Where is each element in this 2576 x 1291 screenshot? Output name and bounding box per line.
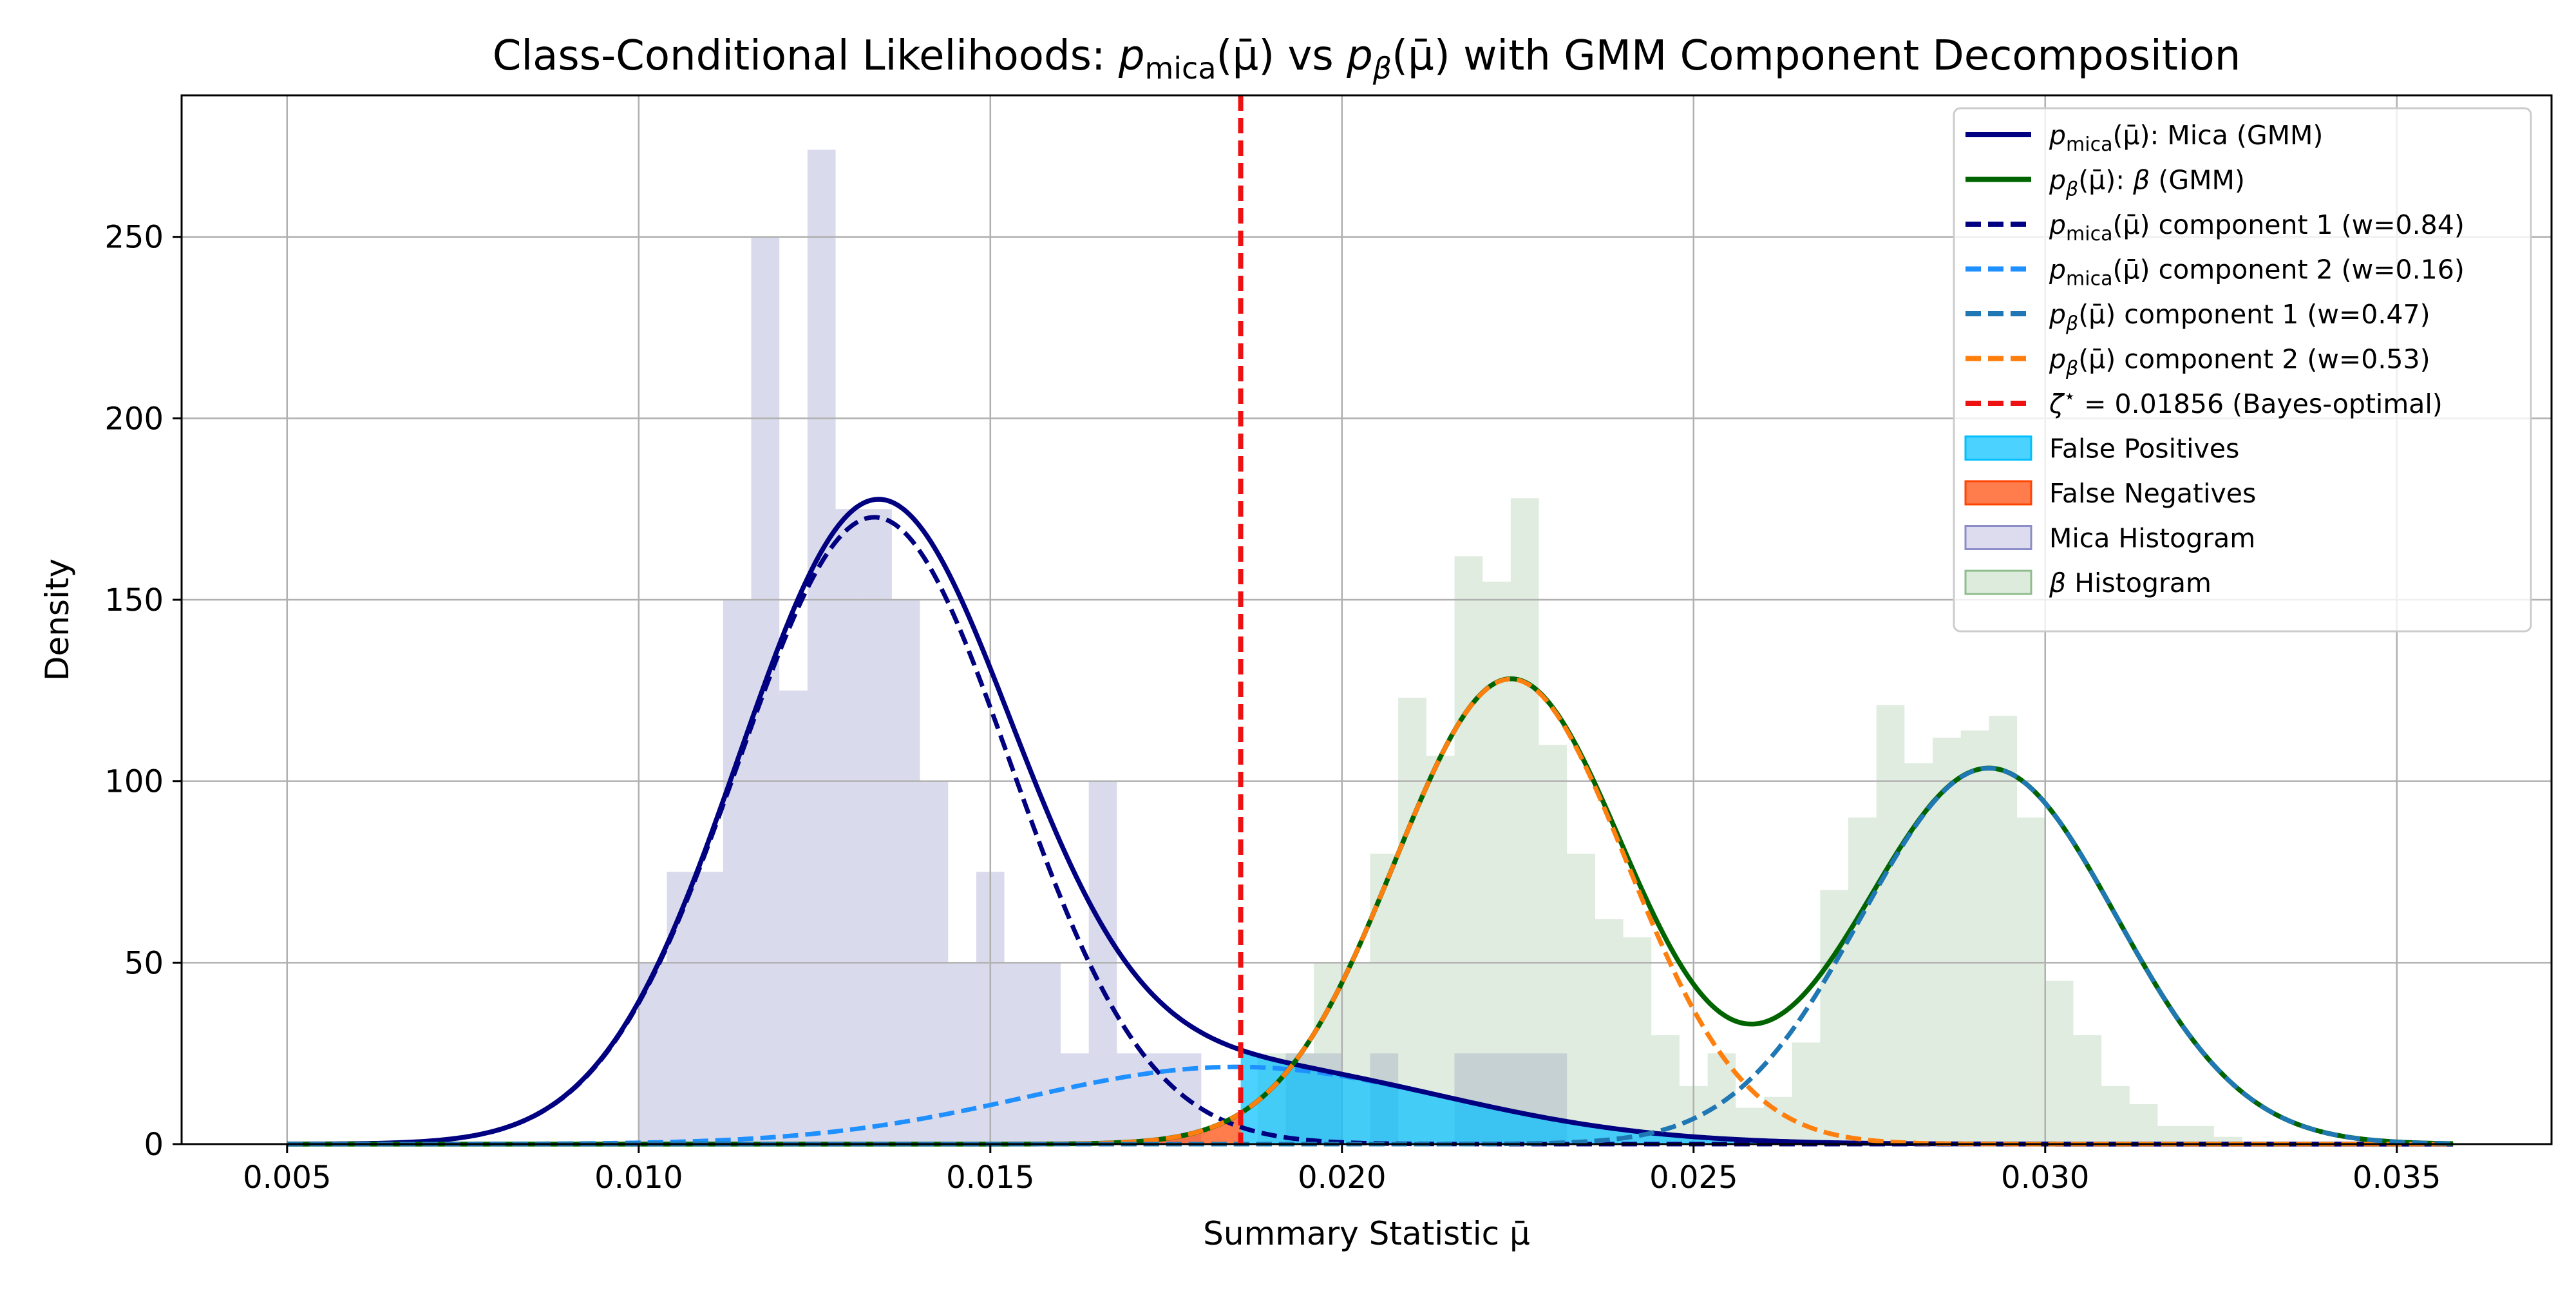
title-arg-beta: (μ̄) bbox=[1392, 32, 1450, 80]
x-axis-label: Summary Statistic μ̄ bbox=[1203, 1215, 1530, 1252]
beta-hist-bar bbox=[1539, 745, 1567, 1144]
x-tick-label: 0.025 bbox=[1649, 1160, 1738, 1196]
mica-hist-bar bbox=[779, 690, 808, 1144]
title-sub-mica: mica bbox=[1144, 51, 1216, 86]
beta-hist-bar bbox=[1820, 890, 1849, 1144]
legend-box bbox=[1953, 107, 2532, 633]
title-vs: vs bbox=[1274, 32, 1347, 80]
x-tick-label: 0.020 bbox=[1298, 1160, 1386, 1196]
y-tick-label: 100 bbox=[104, 764, 164, 800]
mica-hist-bar bbox=[891, 600, 920, 1144]
legend-label-beta-c1: pβ(μ̄) component 1 (w=0.47) bbox=[2049, 299, 2430, 335]
beta-hist-bar bbox=[1482, 581, 1511, 1144]
y-tick-label: 150 bbox=[104, 582, 164, 618]
beta-hist-bar bbox=[2073, 1035, 2102, 1144]
beta-hist-bar bbox=[1876, 705, 1905, 1144]
mica-hist-bar bbox=[723, 600, 752, 1144]
y-tick-label: 50 bbox=[124, 945, 164, 981]
legend-label-false-negative: False Negatives bbox=[2049, 478, 2256, 509]
false-positive-area bbox=[1240, 1049, 2454, 1144]
mica-hist-bar bbox=[695, 872, 723, 1144]
mica-hist-bar bbox=[864, 509, 892, 1144]
legend-label-beta-c2: pβ(μ̄) component 2 (w=0.53) bbox=[2049, 344, 2430, 380]
title-prefix: Class-Conditional Likelihoods: bbox=[493, 32, 1119, 80]
beta-hist-bar bbox=[2129, 1104, 2158, 1144]
legend-swatch-mica-hist bbox=[1964, 525, 2032, 550]
title-arg-mica: (μ̄) bbox=[1217, 32, 1275, 80]
legend-label-false-positive: False Positives bbox=[2049, 434, 2239, 464]
x-tick-label: 0.010 bbox=[594, 1160, 683, 1196]
x-tick-label: 0.035 bbox=[2353, 1160, 2441, 1196]
legend-label-mica-c2: pmica(μ̄) component 2 (w=0.16) bbox=[2049, 254, 2465, 291]
mica-hist-bar bbox=[1032, 962, 1061, 1144]
beta-hist-bar bbox=[1960, 730, 1989, 1144]
mica-hist-bar bbox=[948, 962, 976, 1144]
title-suffix: with GMM Component Decomposition bbox=[1450, 32, 2241, 80]
mica-hist-bar bbox=[1060, 1053, 1089, 1144]
legend-label-mica-hist: Mica Histogram bbox=[2049, 523, 2255, 554]
beta-hist-bar bbox=[2017, 818, 2045, 1144]
beta-hist-bar bbox=[1848, 818, 1877, 1144]
legend: pmica(μ̄): Mica (GMM) pβ(μ̄): β (GMM) pmic… bbox=[1953, 107, 2532, 633]
title-p-mica: p bbox=[1118, 32, 1145, 80]
plot-frame bbox=[180, 94, 2553, 1145]
beta-hist-bar bbox=[1454, 556, 1483, 1144]
beta-hist-bar bbox=[2101, 1085, 2130, 1144]
beta-hist-bar bbox=[2186, 1125, 2214, 1144]
beta-hist-bar bbox=[1989, 716, 2018, 1144]
title-sub-beta: β bbox=[1372, 51, 1392, 86]
mica-hist-bar bbox=[1004, 962, 1033, 1144]
x-tick-label: 0.005 bbox=[243, 1160, 331, 1196]
beta-hist-bar bbox=[1707, 1053, 1736, 1144]
beta-hist-bar bbox=[2213, 1136, 2242, 1144]
mica-hist-bar bbox=[1117, 1053, 1146, 1144]
beta-hist-bar bbox=[1933, 738, 1961, 1144]
chart-title: Class-Conditional Likelihoods: pmica(μ̄)… bbox=[493, 32, 2241, 86]
legend-label-mica-total: pmica(μ̄): Mica (GMM) bbox=[2049, 120, 2323, 156]
beta-hist-bar bbox=[1426, 756, 1455, 1144]
legend-label-mica-c1: pmica(μ̄) component 1 (w=0.84) bbox=[2049, 209, 2465, 245]
y-axis-label: Density bbox=[39, 559, 76, 681]
tick-layer: 0.005 0.010 0.015 0.020 0.025 0.030 0.035 0 50 10… bbox=[104, 220, 2441, 1196]
beta-hist-bar bbox=[2157, 1125, 2186, 1144]
beta-hist-bar bbox=[1595, 919, 1624, 1144]
beta-hist-bar bbox=[1623, 937, 1652, 1144]
mica-hist-bar bbox=[835, 509, 864, 1144]
y-tick-label: 200 bbox=[104, 401, 164, 437]
legend-label-beta-hist: β Histogram bbox=[2049, 568, 2211, 598]
legend-label-threshold: ζ⋆ = 0.01856 (Bayes-optimal) bbox=[2049, 385, 2443, 419]
beta-hist-bar bbox=[1567, 854, 1595, 1144]
legend-swatch-beta-hist bbox=[1964, 569, 2032, 595]
title-p-beta: p bbox=[1346, 32, 1373, 80]
beta-hist-bar bbox=[1398, 698, 1426, 1144]
x-tick-label: 0.015 bbox=[946, 1160, 1034, 1196]
mica-hist-bar bbox=[807, 149, 836, 1144]
beta-hist-bar bbox=[2045, 980, 2074, 1144]
legend-swatch-false-positive bbox=[1964, 435, 2032, 461]
legend-swatch-false-negative bbox=[1964, 480, 2032, 506]
x-tick-label: 0.030 bbox=[2001, 1160, 2089, 1196]
y-tick-label: 250 bbox=[104, 220, 164, 256]
mica-hist-bar bbox=[1145, 1053, 1173, 1144]
y-tick-label: 0 bbox=[144, 1127, 164, 1163]
beta-hist-bar bbox=[1510, 498, 1539, 1144]
beta-hist-bar bbox=[1904, 763, 1933, 1144]
legend-label-beta-total: pβ(μ̄): β (GMM) bbox=[2049, 165, 2245, 201]
